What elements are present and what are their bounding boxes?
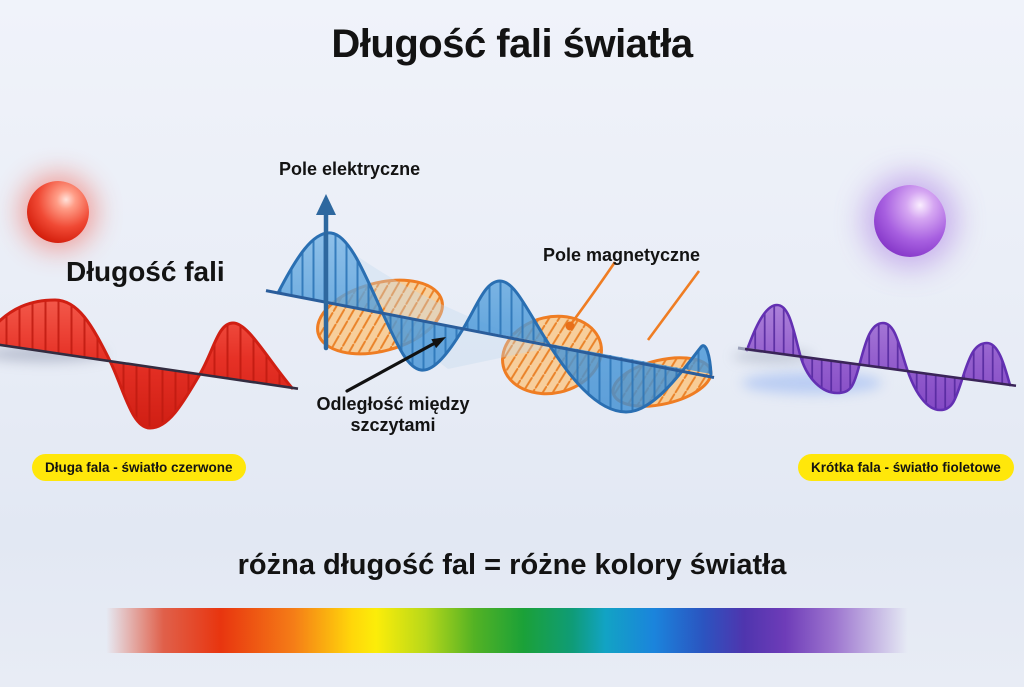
em-wave <box>265 194 715 414</box>
red-wave-axis <box>0 343 299 390</box>
magnetic-field-leader-line <box>565 261 701 341</box>
distance-arrow-icon <box>345 337 446 393</box>
electric-field-label: Pole elektryczne <box>279 159 421 179</box>
purple-wave-axis <box>744 347 1017 388</box>
wavelength-label: Długość fali <box>66 256 225 287</box>
purple-sphere <box>874 185 946 257</box>
em-propagation-axis <box>265 289 715 379</box>
distance-label-line2: szczytami <box>350 415 436 435</box>
short-wave-badge: Krótka fala - światło fioletowe <box>798 454 1014 481</box>
purple-wave-shadow-grey <box>733 351 813 362</box>
page-title: Długość fali światła <box>331 22 693 66</box>
purple-wave <box>737 303 1017 412</box>
red-sphere <box>27 181 89 243</box>
distance-label-line1: Odległość między <box>316 394 470 414</box>
red-wave <box>0 298 299 430</box>
distance-between-peaks-label: Odległość między szczytami <box>303 394 483 436</box>
electric-field-arrow-icon <box>316 194 336 351</box>
light-spectrum-bar <box>98 608 916 653</box>
long-wave-badge: Długa fala - światło czerwone <box>32 454 246 481</box>
bottom-caption: różna długość fal = różne kolory światła <box>237 549 787 581</box>
magnetic-field-label: Pole magnetyczne <box>543 245 701 265</box>
